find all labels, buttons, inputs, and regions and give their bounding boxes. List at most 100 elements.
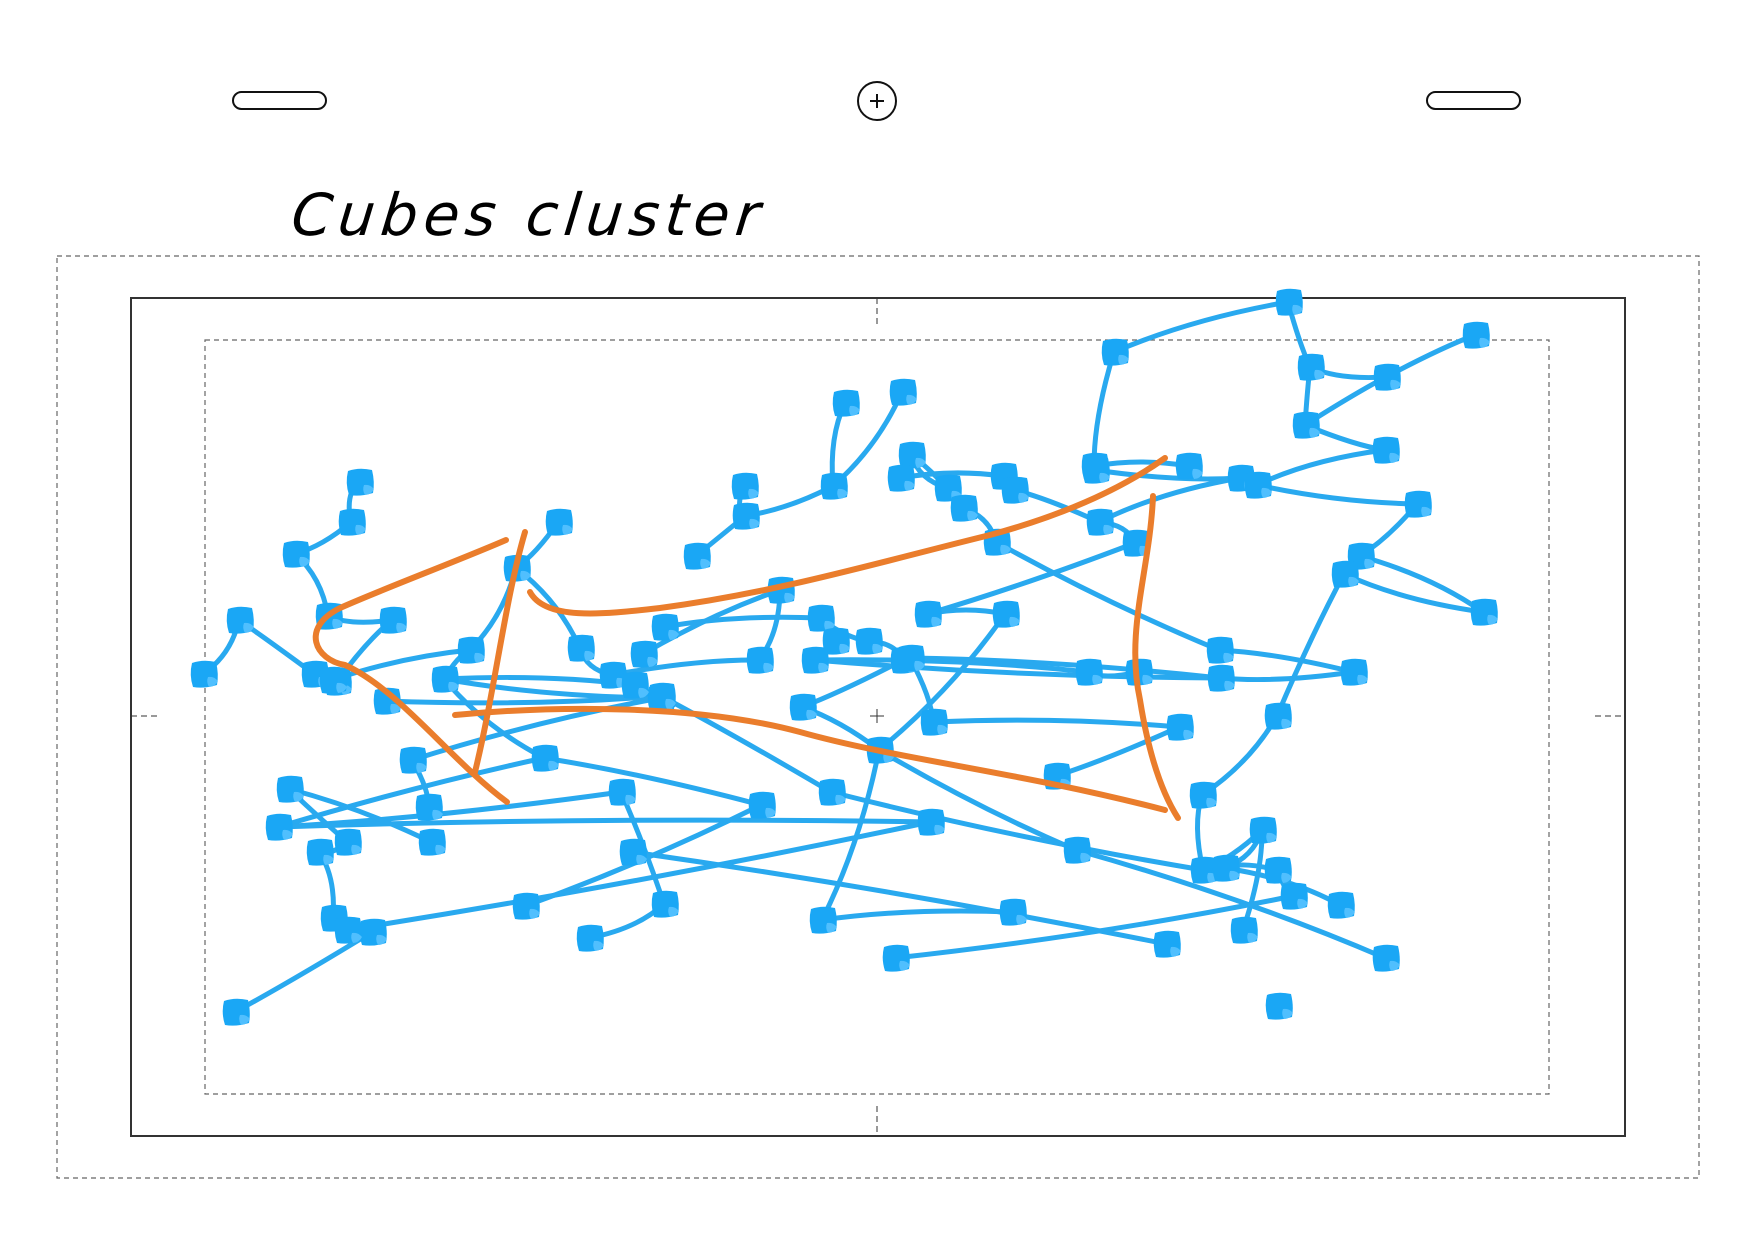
connector-line: [661, 614, 823, 630]
cube-node[interactable]: [1292, 411, 1320, 439]
cube-node[interactable]: [1189, 781, 1217, 809]
cube-node[interactable]: [567, 634, 595, 662]
cube-node[interactable]: [807, 604, 835, 632]
cube-node[interactable]: [619, 838, 647, 866]
cube-node[interactable]: [359, 918, 387, 946]
cube-node[interactable]: [1404, 490, 1432, 518]
cube-node[interactable]: [1249, 816, 1277, 844]
cube-node[interactable]: [914, 600, 942, 628]
cube-node[interactable]: [1331, 560, 1359, 588]
cube-node[interactable]: [1001, 476, 1029, 504]
cube-node[interactable]: [651, 890, 679, 918]
cube-node[interactable]: [1082, 456, 1110, 484]
cube-node[interactable]: [746, 646, 774, 674]
cube-node[interactable]: [1086, 508, 1114, 536]
cube-node[interactable]: [222, 998, 250, 1026]
cube-node[interactable]: [887, 464, 915, 492]
cube-node[interactable]: [1340, 658, 1368, 686]
cube-node[interactable]: [822, 627, 850, 655]
cube-node[interactable]: [1280, 882, 1308, 910]
cube-node[interactable]: [1230, 916, 1258, 944]
cube-node[interactable]: [732, 502, 760, 530]
cube-node[interactable]: [338, 508, 366, 536]
cube-node[interactable]: [319, 666, 347, 694]
cube-node[interactable]: [1265, 992, 1293, 1020]
cube-node[interactable]: [545, 508, 573, 536]
cube-node[interactable]: [820, 472, 848, 500]
cube-node[interactable]: [1075, 658, 1103, 686]
cube-node[interactable]: [226, 606, 254, 634]
cube-node[interactable]: [379, 606, 407, 634]
cube-node[interactable]: [1297, 353, 1325, 381]
cube-node[interactable]: [276, 775, 304, 803]
cube-node[interactable]: [1373, 363, 1401, 391]
cube-node[interactable]: [306, 838, 334, 866]
cube-node[interactable]: [1166, 713, 1194, 741]
cube-node[interactable]: [1264, 856, 1292, 884]
cube-node[interactable]: [992, 600, 1020, 628]
cube-node[interactable]: [882, 944, 910, 972]
cube-node[interactable]: [1207, 664, 1235, 692]
cube-node[interactable]: [809, 906, 837, 934]
cube-node[interactable]: [950, 494, 978, 522]
cube-node[interactable]: [1212, 854, 1240, 882]
safe-area-boundary: [204, 339, 1550, 1095]
left-resize-handle[interactable]: [232, 91, 327, 110]
cube-node[interactable]: [789, 693, 817, 721]
cube-node[interactable]: [1063, 836, 1091, 864]
cube-node[interactable]: [265, 813, 293, 841]
cube-node[interactable]: [748, 791, 776, 819]
cube-node[interactable]: [999, 898, 1027, 926]
cube-node[interactable]: [346, 468, 374, 496]
cube-node[interactable]: [818, 778, 846, 806]
cube-node[interactable]: [731, 472, 759, 500]
right-resize-handle[interactable]: [1426, 91, 1521, 110]
cube-node[interactable]: [415, 793, 443, 821]
node-layer[interactable]: [190, 288, 1498, 1026]
cube-node[interactable]: [1372, 436, 1400, 464]
outer-bleed-boundary: [56, 255, 1700, 1179]
cube-node[interactable]: [648, 682, 676, 710]
cube-node[interactable]: [897, 644, 925, 672]
cube-node[interactable]: [531, 744, 559, 772]
cube-node[interactable]: [282, 540, 310, 568]
cube-node[interactable]: [1372, 944, 1400, 972]
cube-node[interactable]: [1206, 636, 1234, 664]
cube-node[interactable]: [1101, 338, 1129, 366]
cube-node[interactable]: [898, 441, 926, 469]
cube-node[interactable]: [651, 613, 679, 641]
cube-node[interactable]: [399, 746, 427, 774]
cube-node[interactable]: [1175, 452, 1203, 480]
cube-node[interactable]: [512, 892, 540, 920]
add-button[interactable]: [857, 81, 897, 121]
cube-node[interactable]: [1264, 702, 1292, 730]
cube-node[interactable]: [1153, 930, 1181, 958]
cube-node[interactable]: [334, 916, 362, 944]
cube-node[interactable]: [608, 778, 636, 806]
cube-node[interactable]: [1327, 891, 1355, 919]
cube-node[interactable]: [1470, 598, 1498, 626]
cube-node[interactable]: [1462, 321, 1490, 349]
connector-line: [1073, 847, 1388, 961]
cube-node[interactable]: [630, 640, 658, 668]
cube-node[interactable]: [920, 708, 948, 736]
cube-node[interactable]: [917, 808, 945, 836]
cube-node[interactable]: [801, 646, 829, 674]
cube-node[interactable]: [431, 665, 459, 693]
cube-node[interactable]: [832, 389, 860, 417]
cube-node[interactable]: [683, 542, 711, 570]
cube-node[interactable]: [1275, 288, 1303, 316]
cube-node[interactable]: [190, 660, 218, 688]
cube-node[interactable]: [889, 378, 917, 406]
cube-node[interactable]: [457, 636, 485, 664]
cube-node[interactable]: [855, 627, 883, 655]
cube-node[interactable]: [576, 924, 604, 952]
cube-node[interactable]: [621, 671, 649, 699]
cube-node[interactable]: [334, 828, 362, 856]
cube-node[interactable]: [1244, 471, 1272, 499]
connector-line: [1254, 447, 1388, 488]
cube-node[interactable]: [418, 828, 446, 856]
cube-node[interactable]: [1125, 658, 1153, 686]
